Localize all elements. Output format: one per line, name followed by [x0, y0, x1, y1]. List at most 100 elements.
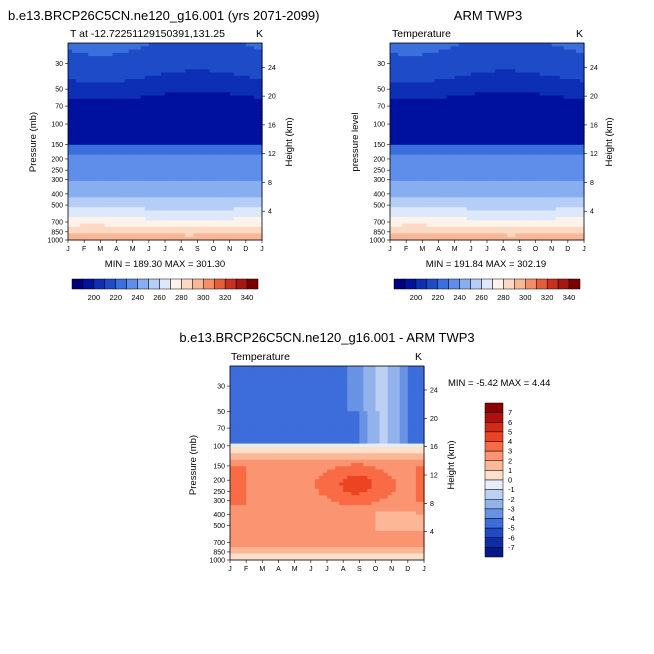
contour-cell: [571, 95, 577, 100]
contour-cell: [579, 92, 585, 97]
contour-cell: [197, 79, 202, 83]
contour-cell: [156, 200, 162, 205]
contour-cell: [442, 108, 448, 113]
contour-cell: [205, 131, 211, 136]
contour-cell: [213, 138, 219, 143]
contour-cell: [245, 128, 251, 133]
contour-cell: [132, 98, 138, 103]
contour-cell: [571, 98, 577, 103]
contour-cell: [414, 118, 419, 123]
contour-cell: [152, 49, 158, 54]
contour-cell: [567, 79, 573, 83]
contour-cell: [487, 46, 492, 51]
contour-cell: [394, 131, 399, 136]
contour-cell: [185, 111, 190, 116]
contour-cell: [470, 144, 476, 149]
contour-cell: [177, 62, 182, 67]
contour-cell: [140, 184, 146, 189]
contour-cell: [96, 200, 101, 205]
contour-cell: [173, 121, 178, 126]
contour-cell: [478, 79, 484, 83]
contour-cell: [144, 148, 150, 152]
contour-cell: [491, 56, 496, 61]
contour-cell: [487, 75, 492, 80]
contour-cell: [96, 125, 101, 129]
contour-cell: [136, 65, 142, 70]
contour-cell: [402, 43, 407, 47]
contour-cell: [229, 108, 235, 113]
contour-cell: [466, 52, 472, 57]
contour-cell: [173, 108, 178, 113]
contour-cell: [156, 190, 162, 195]
contour-cell: [559, 88, 565, 93]
contour-cell: [241, 184, 247, 189]
contour-cell: [241, 194, 247, 198]
contour-cell: [531, 46, 537, 51]
contour-cell: [197, 184, 202, 189]
contour-cell: [80, 197, 85, 202]
contour-cell: [249, 148, 255, 152]
contour-cell: [189, 98, 194, 103]
contour-cell: [201, 56, 207, 61]
contour-cell: [181, 115, 186, 120]
contour-cell: [527, 128, 533, 133]
contour-cell: [474, 92, 480, 97]
contour-cell: [92, 164, 97, 169]
contour-cell: [450, 65, 456, 70]
contour-cell: [165, 49, 170, 54]
contour-cell: [120, 161, 126, 166]
contour-cell: [418, 69, 423, 74]
contour-cell: [422, 121, 427, 126]
contour-cell: [434, 75, 440, 80]
contour-cell: [515, 72, 520, 77]
contour-cell: [478, 141, 484, 146]
contour-cell: [547, 75, 553, 80]
contour-cell: [108, 223, 114, 228]
contour-cell: [398, 88, 403, 93]
contour-cell: [148, 69, 154, 74]
contour-cell: [112, 200, 118, 205]
contour-cell: [442, 121, 448, 126]
contour-cell: [148, 121, 154, 126]
contour-cell: [567, 92, 573, 97]
contour-cell: [84, 203, 89, 208]
contour-cell: [241, 230, 247, 235]
contour-cell: [450, 85, 456, 90]
contour-cell: [249, 236, 255, 241]
contour-cell: [233, 190, 239, 195]
contour-cell: [197, 174, 202, 179]
contour-cell: [507, 141, 512, 146]
contour-cell: [487, 92, 492, 97]
contour-cell: [72, 138, 77, 143]
contour-cell: [225, 69, 231, 74]
contour-cell: [156, 226, 162, 231]
contour-cell: [136, 95, 142, 100]
contour-cell: [495, 121, 500, 126]
contour-cell: [68, 121, 73, 126]
contour-cell: [181, 92, 186, 97]
contour-cell: [100, 56, 105, 61]
contour-cell: [442, 72, 448, 77]
contour-cell: [193, 236, 198, 241]
contour-cell: [535, 92, 541, 97]
contour-cell: [148, 95, 154, 100]
contour-cell: [478, 72, 484, 77]
contour-cell: [499, 111, 504, 116]
contour-cell: [402, 108, 407, 113]
contour-cell: [253, 194, 259, 198]
contour-cell: [96, 220, 101, 225]
contour-cell: [253, 164, 259, 169]
contour-cell: [104, 220, 110, 225]
contour-cell: [390, 75, 395, 80]
contour-cell: [177, 167, 182, 172]
contour-cell: [144, 69, 150, 74]
contour-cell: [201, 111, 207, 116]
contour-cell: [555, 49, 561, 54]
contour-cell: [185, 141, 190, 146]
contour-cell: [523, 134, 529, 139]
contour-cell: [454, 79, 460, 83]
contour-cell: [88, 52, 93, 57]
contour-cell: [507, 138, 512, 143]
contour-cell: [140, 203, 146, 208]
contour-cell: [104, 177, 110, 182]
